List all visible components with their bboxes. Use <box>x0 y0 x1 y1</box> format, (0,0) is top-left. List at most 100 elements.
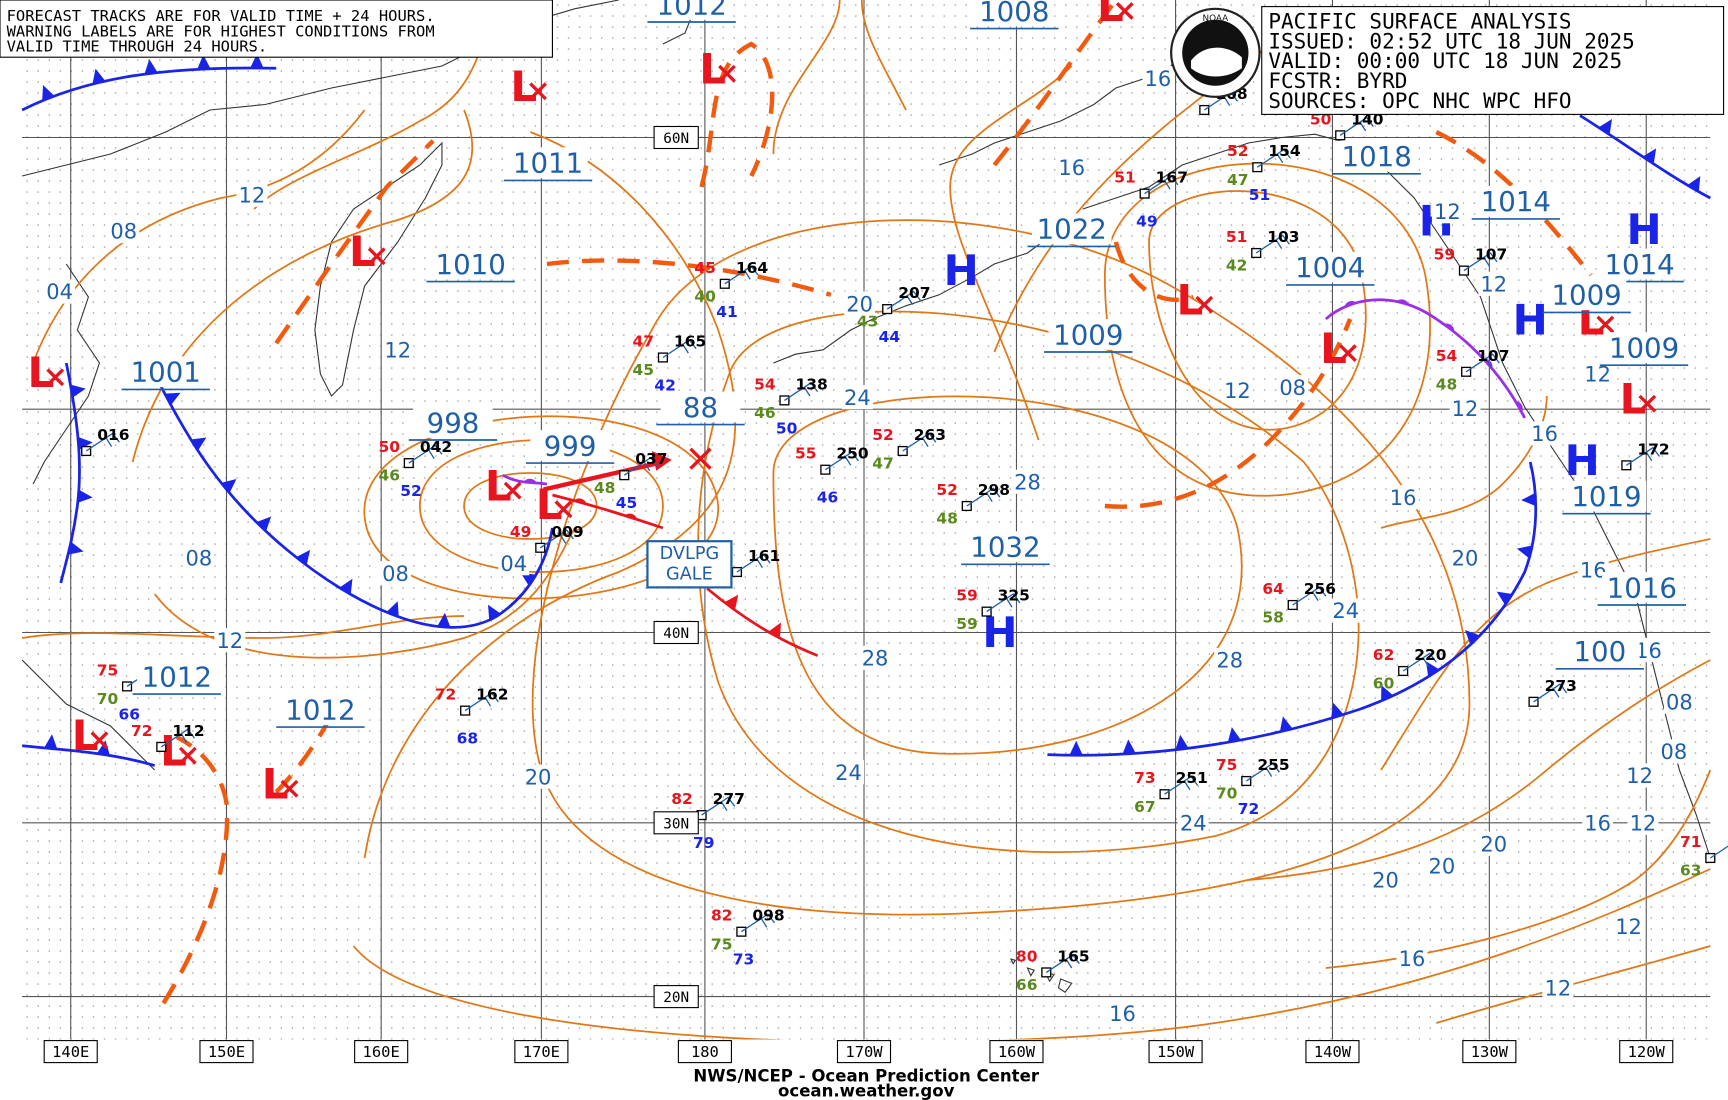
station-extra: 66 <box>119 705 141 723</box>
longitude-label: 130W <box>1471 1043 1509 1061</box>
center-x <box>1195 295 1214 314</box>
latitude-label: 60N <box>663 131 689 147</box>
station-pressure: 098 <box>752 907 784 925</box>
center-x <box>718 64 736 83</box>
isobar-label: 12 <box>1630 812 1657 836</box>
wind-barb <box>662 339 697 359</box>
center-x <box>1638 394 1657 413</box>
center-x <box>1596 315 1615 334</box>
station-dewpoint: 70 <box>97 690 119 708</box>
pressure-label-bg <box>1560 635 1640 667</box>
station-dewpoint: 40 <box>694 287 716 305</box>
front-triangle <box>724 594 739 611</box>
center-x <box>280 779 299 798</box>
station-temp: 62 <box>1373 646 1395 664</box>
longitude-box <box>989 1040 1044 1064</box>
longitude-box <box>1462 1040 1517 1064</box>
station-dewpoint: 66 <box>1016 976 1038 994</box>
isobar-label-bg <box>1277 375 1309 400</box>
longitude-box <box>677 1040 732 1064</box>
station-extra: 68 <box>457 730 479 748</box>
isobar-label-bg <box>1387 485 1419 510</box>
station-temp: 55 <box>795 445 817 463</box>
pressure-label-bg <box>530 430 610 461</box>
isobar-label: 16 <box>1580 559 1607 583</box>
longitude-box <box>199 1040 254 1064</box>
wind-barb <box>160 728 195 748</box>
gale-label: GALE <box>666 565 713 585</box>
isobar-label-bg <box>841 385 873 410</box>
station-dewpoint: 46 <box>378 467 400 485</box>
center-x <box>1115 2 1134 20</box>
front-triangle <box>1598 119 1613 135</box>
latitude-label: 30N <box>663 816 689 832</box>
front-triangle <box>1425 661 1440 677</box>
isobar-label-bg <box>1449 545 1481 570</box>
station-extra: 49 <box>1136 213 1158 231</box>
isobar-label-bg <box>1177 810 1209 835</box>
wind-barb <box>1465 353 1500 373</box>
station-pressure: 112 <box>172 722 204 740</box>
isobar-label: 16 <box>1058 156 1085 180</box>
pressure-label: 1032 <box>970 532 1040 564</box>
front-triangle <box>1069 740 1083 756</box>
isobar-label: 28 <box>862 647 889 671</box>
front-triangle <box>520 572 536 586</box>
pressure-label: 999 <box>544 430 597 462</box>
front-semicircle <box>523 478 537 484</box>
isobar-label: 08 <box>186 546 213 570</box>
isobar-label-bg <box>1012 469 1043 494</box>
isobar-label: 12 <box>1615 915 1642 939</box>
pressure-label-bg <box>280 694 361 725</box>
front-triangle <box>68 541 84 555</box>
station-pressure: 162 <box>476 686 508 704</box>
station-pressure: 165 <box>674 333 706 351</box>
noaa-logo: NOAA <box>1170 7 1261 98</box>
front-triangle <box>250 53 264 69</box>
latitude-box <box>653 620 699 645</box>
isobar-label: 20 <box>846 292 873 316</box>
pressure-center: H <box>1626 205 1661 254</box>
front-triangle <box>44 734 58 750</box>
front-triangle <box>1175 734 1189 750</box>
longitude-label: 160E <box>363 1043 400 1061</box>
front-semicircle <box>1344 300 1357 308</box>
front-triangle <box>256 516 272 532</box>
footer-line: NWS/NCEP - Ocean Prediction Center <box>693 1066 1039 1085</box>
wind-barb <box>724 265 759 285</box>
wind-barb <box>1292 586 1327 606</box>
isobar-label: 16 <box>1109 1002 1136 1026</box>
longitude-box <box>1305 1040 1360 1064</box>
center-x <box>46 368 65 387</box>
station-temp: 45 <box>694 259 716 277</box>
isobar-label: 12 <box>1480 273 1507 297</box>
pressure-label: 88 <box>683 392 718 424</box>
isobar-label-bg <box>1107 1001 1139 1026</box>
pressure-label: 1004 <box>1295 252 1365 284</box>
warning-line: VALID TIME THROUGH 24 HOURS. <box>7 38 268 56</box>
station-pressure: 009 <box>551 523 583 541</box>
front-triangle <box>144 59 158 75</box>
isobar-label-bg <box>1396 946 1428 971</box>
latitude-label: 20N <box>663 990 689 1006</box>
isobar-label-bg <box>1613 914 1645 939</box>
station-temp: 49 <box>510 523 532 541</box>
front-triangle <box>42 85 55 101</box>
wind-barb <box>1164 775 1199 795</box>
isobar-label: 24 <box>844 386 871 410</box>
pressure-label: 1016 <box>1607 572 1677 604</box>
longitude-label: 160W <box>998 1043 1036 1061</box>
station-pressure: 251 <box>1176 769 1208 787</box>
wind-barb <box>408 444 443 464</box>
station-dewpoint: 58 <box>1262 609 1284 627</box>
wind-barb <box>902 432 937 452</box>
gale-label: DVLPG <box>660 544 720 564</box>
warning-line: WARNING LABELS ARE FOR HIGHEST CONDITION… <box>7 22 435 40</box>
wind-barb <box>1255 234 1290 254</box>
pressure-label-bg <box>413 407 493 438</box>
front-semicircle <box>1515 400 1523 413</box>
front-triangle <box>1122 739 1136 755</box>
front-triangle <box>339 578 353 595</box>
center-x <box>503 481 522 500</box>
isobar-label: 04 <box>500 552 527 576</box>
